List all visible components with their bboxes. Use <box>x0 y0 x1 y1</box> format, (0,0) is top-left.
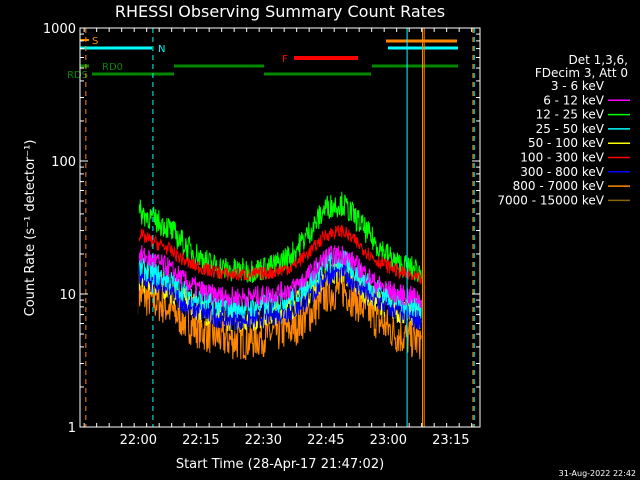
legend-entry-label: 3 - 6 keV <box>551 79 605 93</box>
series-line <box>137 245 422 308</box>
legend-header: Det 1,3,6, <box>569 53 629 67</box>
footer-date: 31-Aug-2022 22:42 <box>559 469 636 478</box>
series-line <box>137 260 422 331</box>
legend-entry-label: 50 - 100 keV <box>528 136 605 150</box>
vertical-markers <box>79 28 475 427</box>
series-line <box>137 249 422 319</box>
x-axis-label: Start Time (28-Apr-17 21:47:02) <box>176 457 384 472</box>
legend-entry-label: 25 - 50 keV <box>536 122 605 136</box>
x-tick-label: 23:00 <box>370 433 407 448</box>
flag-label-rds: RDS <box>67 70 88 81</box>
flag-layer: S N F RD0 RDS <box>67 36 458 81</box>
x-tick-label: 22:15 <box>182 433 219 448</box>
legend-entry-label: 800 - 7000 keV <box>513 179 605 193</box>
x-axis: 22:00 22:15 22:30 22:45 23:00 23:15 <box>83 28 473 448</box>
flag-label-s: S <box>92 36 98 47</box>
x-tick-label: 23:15 <box>432 433 469 448</box>
x-tick-label: 22:00 <box>120 433 157 448</box>
flag-label-f: F <box>282 54 288 65</box>
y-tick-label: 1 <box>68 421 76 436</box>
x-tick-label: 22:45 <box>307 433 344 448</box>
series-line <box>137 153 422 164</box>
plot-frame <box>79 27 481 428</box>
legend-header: FDecim 3, Att 0 <box>535 66 628 80</box>
legend-entry-label: 100 - 300 keV <box>520 151 604 165</box>
series-line <box>137 224 422 285</box>
legend-entry-label: 12 - 25 keV <box>536 108 605 122</box>
x-tick-label: 22:30 <box>245 433 282 448</box>
y-axis-label: Count Rate (s⁻¹ detector⁻¹) <box>23 140 38 317</box>
y-axis: 1 10 100 1000 <box>43 22 480 436</box>
legend-entry-label: 300 - 800 keV <box>520 165 604 179</box>
flag-label-rd0: RD0 <box>102 62 123 73</box>
chart-title: RHESSI Observing Summary Count Rates <box>115 2 445 21</box>
y-tick-label: 1000 <box>43 22 76 37</box>
flag-label-n: N <box>158 44 165 55</box>
legend-entry-label: 7000 - 15000 keV <box>497 193 604 207</box>
y-tick-label: 10 <box>59 288 76 303</box>
legend-entry-label: 6 - 12 keV <box>543 93 605 107</box>
y-tick-label: 100 <box>51 155 76 170</box>
series-layer <box>137 153 422 427</box>
